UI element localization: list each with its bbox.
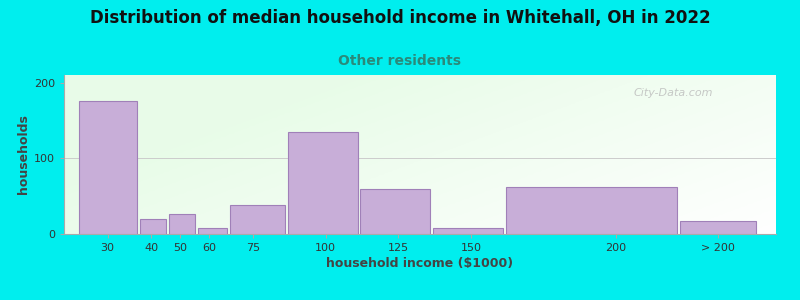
Bar [198,228,226,234]
Bar [139,219,166,234]
Bar [230,205,285,234]
Bar [361,189,430,234]
X-axis label: household income ($1000): household income ($1000) [326,257,514,270]
Text: Other residents: Other residents [338,54,462,68]
Bar [680,221,756,234]
Text: City-Data.com: City-Data.com [634,88,713,98]
Bar [506,187,677,234]
Bar [433,228,503,234]
Bar [78,101,137,234]
Text: Distribution of median household income in Whitehall, OH in 2022: Distribution of median household income … [90,9,710,27]
Y-axis label: households: households [17,115,30,194]
Bar [288,132,358,234]
Bar [169,214,194,234]
